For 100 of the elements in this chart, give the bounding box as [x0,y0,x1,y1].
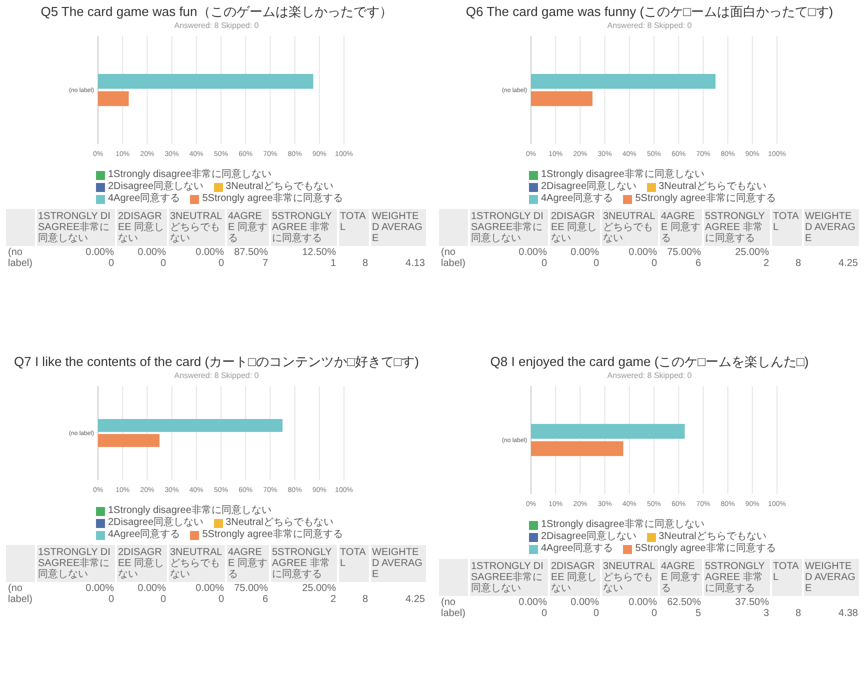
text: 6 [694,258,701,269]
chart-title: Q6 The card game was funny (このケ□ームは面白かったて□す) [464,4,834,19]
text: 4.13 [404,258,425,269]
text: 5 [694,608,701,619]
legend-label: 4Agree同意する [108,529,180,541]
text: 3 [762,608,769,619]
text: 2DISAGREE 同意しない [116,209,168,246]
text: 0 [592,608,599,619]
chart-subtitle: Answered: 8 Skipped: 0 [606,21,693,30]
text: WEIGHTED AVERAGE [803,209,860,246]
text: 2 [329,594,336,605]
legend-label: 3Neutralどちらでもない [226,181,334,192]
text: 0.00% [518,597,547,608]
legend-label: 1Strongly disagree非常に同意しない [108,169,272,180]
text: 3NEUTRALどちらでもない [168,545,226,582]
chart-subtitle: Answered: 8 Skipped: 0 [606,371,693,380]
text: TOTAL [771,559,803,596]
legend-label: 5Strongly agree非常に同意する [202,193,343,205]
legend-label: 4Agree同意する [541,543,614,555]
text: 25.00% [301,583,336,594]
text: 0 [107,594,114,605]
text: 4AGREE 同意する [226,545,270,582]
text: 3NEUTRALどちらでもない [168,209,226,246]
text: 37.50% [734,597,769,608]
text: 5STRONGLY AGREE 非常に同意する [703,209,771,246]
text: 1STRONGLY DISAGREE非常に同意しない [36,545,116,582]
text: 0.00% [194,247,224,258]
text: 25.00% [734,247,769,258]
legend-label: 4Agree同意する [541,193,614,205]
legend-label: 2Disagree同意しない [541,181,637,192]
text: 0.00% [518,247,547,258]
text: 8 [361,258,368,269]
chart-title: Q7 I like the contents of the card (カート□のコンテンツか□好きて□す) [13,354,420,369]
text: 0 [159,258,166,269]
legend-label: 1Strongly disagree非常に同意しない [108,505,272,516]
text: 2DISAGREE 同意しない [549,559,601,596]
category-label: (no label) [8,247,32,269]
text: 8 [794,258,801,269]
text: 1STRONGLY DISAGREE非常に同意しない [36,209,116,246]
text: 0 [159,594,166,605]
chart-title: Q5 The card game was fun（このゲームは楽しかったです） [40,4,394,19]
text: 12.50% [301,247,336,258]
category-label: (no label) [441,597,466,619]
text: 0.00% [628,247,657,258]
legend-label: 2Disagree同意しない [108,181,204,192]
text: 6 [261,594,268,605]
text: 0 [592,258,599,269]
text: 4.38 [838,608,858,619]
text: TOTAL [338,209,370,246]
text: 1STRONGLY DISAGREE非常に同意しない [469,559,549,596]
text: 2 [762,258,769,269]
legend-label: 5Strongly agree非常に同意する [202,529,343,541]
legend-label: 3Neutralどちらでもない [658,531,766,542]
legend-label: 5Strongly agree非常に同意する [635,543,776,555]
legend-label: 2Disagree同意しない [541,531,637,542]
text: 4AGREE 同意する [226,209,270,246]
category-label: (no label) [441,247,466,269]
text: 75.00% [666,247,701,258]
legend-label: 5Strongly agree非常に同意する [635,193,776,205]
text: 2DISAGREE 同意しない [549,209,601,246]
text: 0 [650,608,657,619]
text: 8 [794,608,801,619]
text: 1 [329,258,336,269]
legend-label: 4Agree同意する [108,193,180,205]
text: 0.00% [628,597,657,608]
legend-label: 1Strongly disagree非常に同意しない [541,169,704,180]
category-label: (no label) [8,583,32,605]
text: 0.00% [84,247,114,258]
text: 2DISAGREE 同意しない [116,545,168,582]
legend-label: 2Disagree同意しない [108,517,204,528]
text: 5STRONGLY AGREE 非常に同意する [270,209,338,246]
text: 62.50% [666,597,701,608]
chart-subtitle: Answered: 8 Skipped: 0 [173,21,260,30]
text: 0 [107,258,114,269]
text: 0 [217,594,224,605]
text: 87.50% [233,247,268,258]
legend-label: 3Neutralどちらでもない [226,517,334,528]
text: 4.25 [838,258,858,269]
text: 0.00% [136,247,166,258]
text: 3NEUTRALどちらでもない [601,209,659,246]
text: 0 [217,258,224,269]
text: 5STRONGLY AGREE 非常に同意する [270,545,338,582]
text: 0 [540,608,547,619]
legend-label: 3Neutralどちらでもない [658,181,766,192]
text: WEIGHTED AVERAGE [370,545,427,582]
chart-title: Q8 I enjoyed the card game (このケ□ームを楽しんた□) [489,354,810,369]
text: 7 [261,258,268,269]
chart-subtitle: Answered: 8 Skipped: 0 [173,371,260,380]
text: TOTAL [338,545,370,582]
text: 4.25 [404,594,425,605]
text: TOTAL [771,209,803,246]
text: 8 [361,594,368,605]
text: 4AGREE 同意する [659,559,703,596]
text: 0 [540,258,547,269]
text: 4AGREE 同意する [659,209,703,246]
text: 75.00% [233,583,268,594]
text: 0.00% [84,583,114,594]
text: 0 [650,258,657,269]
text: 0.00% [194,583,224,594]
text: 5STRONGLY AGREE 非常に同意する [703,559,771,596]
